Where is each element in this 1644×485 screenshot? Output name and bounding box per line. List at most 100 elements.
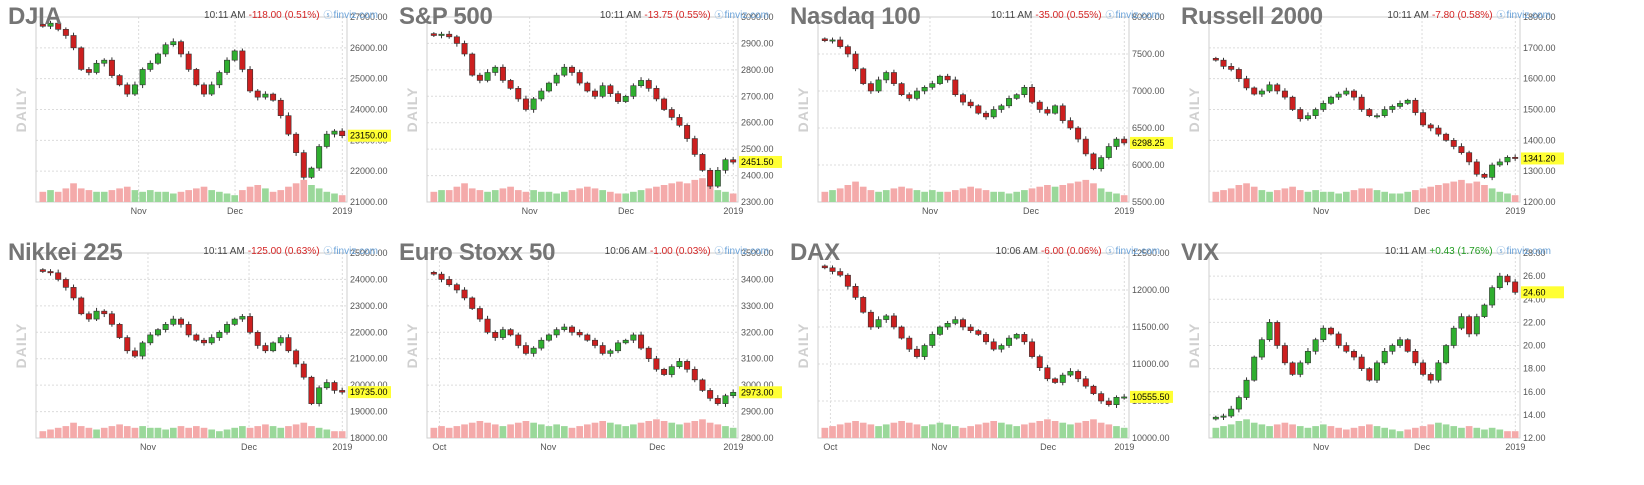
candle	[844, 274, 851, 287]
candle	[676, 117, 683, 126]
candle	[990, 109, 997, 118]
source-link[interactable]: finviz.com	[333, 10, 378, 21]
chart-header: 10:06 AM -6.00 (0.06%) ⓢfinviz.com	[996, 244, 1160, 257]
chart-title[interactable]: Russell 2000	[1181, 3, 1323, 30]
candle	[62, 279, 69, 288]
volume-bar	[93, 429, 100, 438]
chart-title[interactable]: DJIA	[8, 3, 62, 30]
finviz-icon: ⓢ	[714, 246, 724, 256]
plot-frame	[35, 252, 348, 439]
x-tick-label: Dec	[241, 442, 258, 452]
candle	[1496, 275, 1503, 288]
candle	[1266, 322, 1273, 341]
candle	[131, 350, 138, 357]
volume-bar	[93, 191, 100, 202]
source-link[interactable]: finviz.com	[333, 246, 378, 257]
volume-bar	[1442, 424, 1450, 438]
y-tick-label: 1400.00	[1523, 135, 1556, 145]
volume-bar	[867, 424, 875, 438]
chart-header: 10:11 AM -125.00 (0.63%) ⓢfinviz.com	[203, 244, 378, 257]
volume-bar	[1327, 191, 1335, 202]
volume-bar	[499, 188, 507, 202]
chart-panel[interactable]: 25000.00 24000.00 23000.00 22000.00 21000.00…	[0, 236, 392, 464]
candle	[277, 99, 284, 116]
volume-bar	[1381, 191, 1389, 202]
candle	[216, 331, 223, 338]
volume-bar	[1258, 424, 1266, 438]
chart-panel[interactable]: 27000.0026000.0025000.0024000.0023000.00…	[0, 0, 392, 228]
volume-bar	[1028, 422, 1036, 438]
volume-bar	[445, 190, 453, 202]
chart-title[interactable]: Nikkei 225	[8, 239, 123, 266]
chart-panel[interactable]: 3000.00 2900.00 2800.00 2700.00 2600.00 2500.…	[391, 0, 783, 228]
candle	[875, 79, 882, 92]
candle	[430, 271, 437, 275]
candle	[1366, 109, 1373, 116]
candle	[1243, 78, 1250, 89]
volume-bar	[277, 427, 285, 438]
volume-bar	[216, 191, 223, 202]
x-tick-label: Nov	[540, 442, 557, 452]
source-link[interactable]: finviz.com	[1506, 246, 1551, 257]
volume-bar	[116, 424, 123, 438]
source-link[interactable]: finviz.com	[1506, 10, 1551, 21]
volume-bar	[239, 190, 246, 202]
chart-panel[interactable]: 3500.00 3400.00 3300.00 3200.00 3100.00 3000.…	[391, 236, 783, 464]
candle	[116, 75, 123, 86]
source-link[interactable]: finviz.com	[1115, 246, 1160, 257]
volume-bar	[438, 426, 445, 438]
chart-title[interactable]: Euro Stoxx 50	[399, 239, 556, 266]
candle	[730, 159, 737, 163]
volume-bar	[637, 190, 645, 202]
chart-title[interactable]: VIX	[1181, 239, 1219, 266]
y-tick-label: 1200.00	[1523, 197, 1556, 207]
volume-bar	[683, 183, 691, 202]
volume-bar	[630, 424, 637, 438]
candle	[1489, 287, 1496, 306]
candle	[944, 75, 951, 81]
volume-bar	[239, 426, 246, 438]
chart-header: 10:11 AM -118.00 (0.51%) ⓢfinviz.com	[204, 8, 378, 21]
volume-bar	[1021, 190, 1028, 202]
volume-bar	[331, 193, 338, 202]
candle	[208, 337, 215, 344]
candle	[239, 316, 246, 320]
chart-title[interactable]: DAX	[790, 239, 840, 266]
source-link[interactable]: finviz.com	[724, 10, 769, 21]
candlestick-chart: 27000.0026000.0025000.0024000.0023000.00…	[13, 12, 391, 216]
candlestick-chart: 3000.00 2900.00 2800.00 2700.00 2600.00 2500.…	[404, 12, 782, 216]
source-link[interactable]: finviz.com	[1115, 10, 1160, 21]
candle	[78, 297, 85, 315]
period-label: DAILY	[795, 87, 811, 133]
y-tick-label: 1600.00	[1523, 74, 1556, 84]
chart-panel[interactable]: 1800.00 1700.00 1600.00 1500.00 1400.00 1300.…	[1173, 0, 1565, 228]
source-link[interactable]: finviz.com	[724, 246, 769, 257]
y-tick-label: 23000.00	[350, 301, 388, 311]
chart-title[interactable]: S&P 500	[399, 3, 493, 30]
candle	[1327, 327, 1334, 335]
volume-bar	[599, 190, 607, 202]
volume-bar	[1235, 185, 1243, 202]
last-price-label: 24.60	[1523, 287, 1546, 297]
volume-bar	[269, 426, 277, 438]
candle	[1404, 339, 1411, 352]
volume-bar	[645, 188, 653, 202]
candle	[93, 310, 100, 320]
volume-bar	[292, 183, 300, 202]
volume-bar	[560, 426, 568, 438]
volume-bar	[691, 179, 699, 202]
volume-bar	[1335, 427, 1342, 438]
last-price-label: 2973.00	[741, 387, 774, 397]
chart-panel[interactable]: 8000.00 7500.00 7000.00 6500.00 6000.00 5500.…	[782, 0, 1174, 228]
volume-bar	[200, 427, 208, 438]
candle	[553, 329, 560, 336]
volume-bar	[1381, 427, 1389, 438]
volume-bar	[1296, 190, 1304, 202]
candle	[1021, 87, 1028, 96]
chart-panel[interactable]: 28.00 26.00 24.00 22.00 20.00 18.00 16.00 14.00…	[1173, 236, 1565, 464]
volume-bar	[660, 421, 668, 438]
chart-panel[interactable]: 12500.0012000.0011500.0011000.0010500.00…	[782, 236, 1174, 464]
y-tick-label: 3400.00	[741, 274, 774, 284]
chart-title[interactable]: Nasdaq 100	[790, 3, 921, 30]
volume-bar	[530, 422, 537, 438]
